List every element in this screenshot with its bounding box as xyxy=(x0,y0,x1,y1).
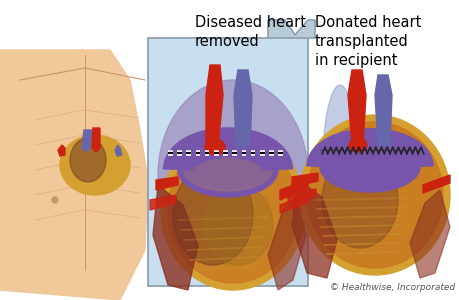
Ellipse shape xyxy=(173,165,252,265)
Polygon shape xyxy=(82,130,92,152)
Polygon shape xyxy=(422,175,449,193)
Text: Donated heart
transplanted
in recipient: Donated heart transplanted in recipient xyxy=(314,15,420,68)
Ellipse shape xyxy=(306,122,442,268)
Polygon shape xyxy=(280,180,308,200)
Text: © Healthwise, Incorporated: © Healthwise, Incorporated xyxy=(329,283,454,292)
Ellipse shape xyxy=(348,138,366,152)
Polygon shape xyxy=(92,128,100,152)
Polygon shape xyxy=(156,177,178,190)
Polygon shape xyxy=(58,145,65,156)
FancyBboxPatch shape xyxy=(148,38,308,286)
Text: Diseased heart
removed: Diseased heart removed xyxy=(195,15,305,49)
Polygon shape xyxy=(234,70,252,147)
Ellipse shape xyxy=(161,130,304,290)
Polygon shape xyxy=(153,185,197,290)
Ellipse shape xyxy=(299,115,449,275)
Polygon shape xyxy=(409,190,449,278)
Ellipse shape xyxy=(60,135,130,195)
Polygon shape xyxy=(206,65,223,147)
Ellipse shape xyxy=(157,80,308,270)
Ellipse shape xyxy=(52,197,58,203)
Polygon shape xyxy=(374,75,391,145)
Ellipse shape xyxy=(178,143,277,197)
Ellipse shape xyxy=(202,185,272,265)
Polygon shape xyxy=(347,70,365,145)
Polygon shape xyxy=(291,180,336,278)
Ellipse shape xyxy=(168,137,297,283)
Ellipse shape xyxy=(184,149,271,191)
Polygon shape xyxy=(280,195,308,213)
Polygon shape xyxy=(291,173,317,187)
Ellipse shape xyxy=(321,85,357,265)
Ellipse shape xyxy=(367,115,391,255)
Polygon shape xyxy=(0,50,148,300)
Polygon shape xyxy=(287,189,315,203)
Polygon shape xyxy=(268,195,305,290)
Polygon shape xyxy=(150,195,176,210)
Polygon shape xyxy=(268,20,314,38)
Ellipse shape xyxy=(319,142,419,192)
Polygon shape xyxy=(115,145,122,156)
Ellipse shape xyxy=(70,138,106,182)
Ellipse shape xyxy=(321,152,397,248)
Ellipse shape xyxy=(205,139,224,155)
